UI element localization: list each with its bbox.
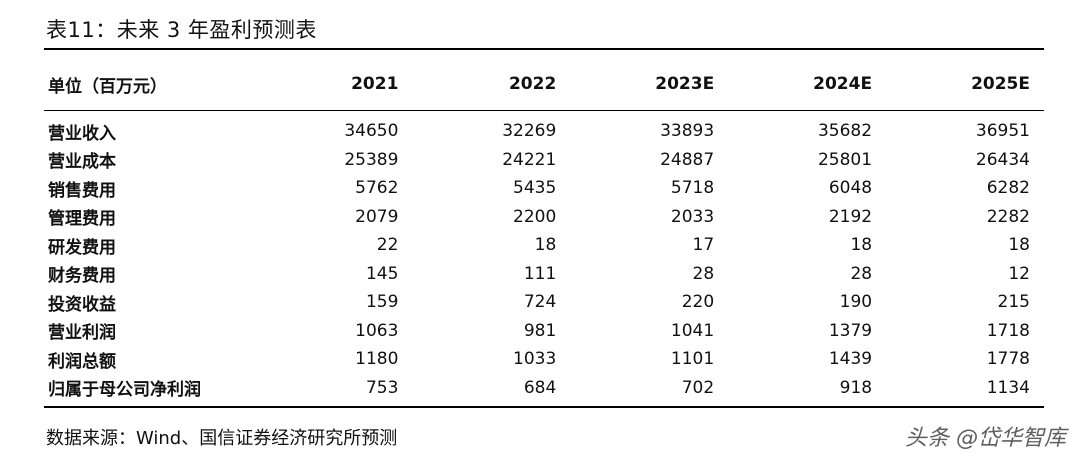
cell-value: 18: [850, 235, 873, 256]
cell-value: 28: [692, 263, 715, 284]
cell-value: 159: [365, 292, 399, 313]
source-note: 数据来源：Wind、国信证券经济研究所预测: [46, 428, 398, 449]
cell-value: 1041: [670, 320, 715, 341]
cell-value: 2282: [986, 206, 1030, 227]
cell-value: 684: [523, 377, 557, 398]
cell-value: 1379: [828, 320, 873, 341]
cell-value: 32269: [502, 121, 557, 142]
row-label: 利润总额: [48, 351, 116, 372]
table-row: 利润总额 1180 1033 1101 1439 1778: [44, 345, 1044, 374]
header-table: 单位（百万元） 2021 2022 2023E 2024E 2025E: [44, 64, 1044, 104]
table-row: 管理费用 2079 2200 2033 2192 2282: [44, 203, 1044, 232]
table-title: 表11：未来 3 年盈利预测表: [46, 18, 317, 42]
cell-value: 1718: [986, 320, 1030, 341]
cell-value: 25389: [344, 149, 399, 170]
cell-value: 24221: [502, 149, 557, 170]
cell-value: 1439: [828, 349, 873, 370]
cell-value: 22: [376, 235, 399, 256]
cell-value: 5435: [513, 178, 557, 199]
table-row: 归属于母公司净利润 753 684 702 918 1134: [44, 374, 1044, 403]
cell-value: 2079: [355, 206, 399, 227]
cell-value: 24887: [660, 149, 715, 170]
table-row: 营业成本 25389 24221 24887 25801 26434: [44, 146, 1044, 175]
cell-value: 1033: [513, 349, 557, 370]
forecast-table: 营业收入 34650 32269 33893 35682 36951 营业成本 25389 24…: [44, 117, 1044, 402]
header-rule: [44, 110, 1044, 111]
cell-value: 26434: [975, 149, 1030, 170]
cell-value: 1063: [355, 320, 399, 341]
row-label: 营业收入: [48, 123, 116, 144]
top-rule: [44, 48, 1044, 50]
year-header-2023e: 2023E: [655, 74, 715, 94]
cell-value: 28: [850, 263, 873, 284]
table-row: 营业利润 1063 981 1041 1379 1718: [44, 317, 1044, 346]
row-label: 销售费用: [48, 180, 116, 201]
cell-value: 702: [681, 377, 715, 398]
cell-value: 2192: [828, 206, 873, 227]
cell-value: 25801: [817, 149, 873, 170]
cell-value: 220: [681, 292, 715, 313]
table-row: 营业收入 34650 32269 33893 35682 36951: [44, 117, 1044, 146]
cell-value: 18: [534, 235, 557, 256]
cell-value: 2200: [513, 206, 557, 227]
table-row: 财务费用 145 111 28 28 12: [44, 260, 1044, 289]
year-header-2021: 2021: [351, 74, 399, 94]
row-label: 归属于母公司净利润: [48, 380, 201, 401]
cell-value: 36951: [975, 121, 1030, 142]
cell-value: 981: [523, 320, 557, 341]
cell-value: 35682: [817, 121, 873, 142]
cell-value: 1180: [355, 349, 399, 370]
cell-value: 17: [692, 235, 715, 256]
table-row: 研发费用 22 18 17 18 18: [44, 231, 1044, 260]
watermark: 头条 @岱华智库: [905, 426, 1066, 451]
cell-value: 1101: [670, 349, 715, 370]
cell-value: 2033: [670, 206, 715, 227]
cell-value: 12: [1008, 263, 1030, 284]
cell-value: 190: [839, 292, 873, 313]
cell-value: 18: [1008, 235, 1030, 256]
unit-header: 单位（百万元）: [48, 76, 167, 97]
table-row: 投资收益 159 724 220 190 215: [44, 288, 1044, 317]
row-label: 管理费用: [48, 209, 116, 230]
cell-value: 111: [523, 263, 557, 284]
cell-value: 1778: [986, 349, 1030, 370]
cell-value: 5718: [670, 178, 715, 199]
cell-value: 33893: [660, 121, 715, 142]
row-label: 投资收益: [48, 294, 116, 315]
cell-value: 918: [839, 377, 873, 398]
header-row: 单位（百万元） 2021 2022 2023E 2024E 2025E: [44, 64, 1044, 104]
year-header-2025e: 2025E: [971, 74, 1030, 94]
cell-value: 753: [365, 377, 399, 398]
cell-value: 6282: [986, 178, 1030, 199]
year-header-2024e: 2024E: [813, 74, 873, 94]
cell-value: 145: [365, 263, 399, 284]
cell-value: 34650: [344, 121, 399, 142]
row-label: 营业成本: [48, 152, 116, 173]
table-row: 销售费用 5762 5435 5718 6048 6282: [44, 174, 1044, 203]
year-header-2022: 2022: [508, 74, 557, 94]
cell-value: 6048: [828, 178, 873, 199]
bottom-rule: [44, 406, 1044, 408]
row-label: 研发费用: [48, 237, 116, 258]
cell-value: 215: [997, 292, 1030, 313]
cell-value: 1134: [986, 377, 1030, 398]
cell-value: 5762: [355, 178, 399, 199]
row-label: 营业利润: [48, 323, 116, 344]
row-label: 财务费用: [48, 266, 116, 287]
cell-value: 724: [523, 292, 557, 313]
